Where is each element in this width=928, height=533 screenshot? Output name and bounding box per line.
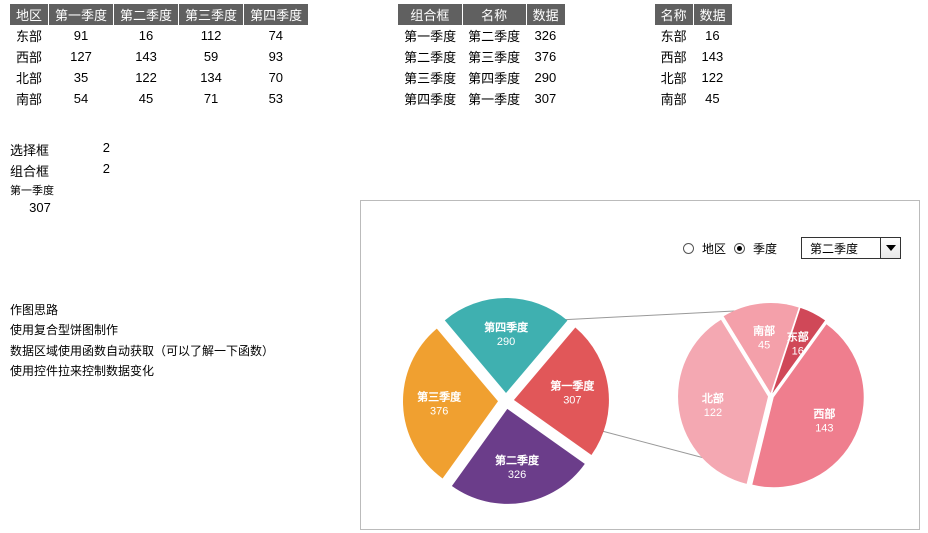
- slice-label: 东部: [787, 330, 809, 344]
- cell: 122: [693, 67, 732, 88]
- slice-label: 西部: [813, 407, 835, 421]
- slice-label: 第一季度: [550, 379, 595, 393]
- cell: 西部: [10, 46, 49, 67]
- slice-value: 143: [815, 423, 833, 435]
- select-value: 2: [70, 140, 110, 159]
- cell: 326: [526, 25, 565, 46]
- cell: 第四季度: [462, 67, 526, 88]
- cell: 112: [179, 25, 244, 46]
- cell: 南部: [655, 88, 694, 109]
- col-header: 地区: [10, 4, 49, 25]
- slice-label: 北部: [702, 391, 724, 405]
- cell: 第三季度: [398, 67, 462, 88]
- cell: 第二季度: [462, 25, 526, 46]
- quarter-label: 第一季度: [10, 182, 70, 198]
- table-row: 西部1271435993: [10, 46, 308, 67]
- table-name-data: 名称数据 东部16西部143北部122南部45: [655, 4, 732, 109]
- cell: 91: [49, 25, 114, 46]
- col-header: 第四季度: [244, 4, 309, 25]
- note-line: 使用复合型饼图制作: [10, 320, 274, 340]
- slice-value: 307: [563, 395, 581, 407]
- cell: 第三季度: [462, 46, 526, 67]
- cell: 290: [526, 67, 565, 88]
- cell: 307: [526, 88, 565, 109]
- table-row: 北部122: [655, 67, 732, 88]
- cell: 北部: [655, 67, 694, 88]
- cell: 45: [693, 88, 732, 109]
- note-line: 使用控件拉来控制数据变化: [10, 361, 274, 381]
- slice-value: 45: [758, 340, 770, 352]
- table-region-quarterly: 地区第一季度第二季度第三季度第四季度 东部911611274西部12714359…: [10, 4, 308, 109]
- col-header: 名称: [655, 4, 694, 25]
- cell: 53: [244, 88, 309, 109]
- cell: 第二季度: [398, 46, 462, 67]
- select-label: 选择框: [10, 140, 70, 159]
- cell: 376: [526, 46, 565, 67]
- cell: 45: [114, 88, 179, 109]
- table-row: 南部54457153: [10, 88, 308, 109]
- slice-value: 16: [792, 346, 804, 358]
- value-307: 307: [10, 200, 70, 215]
- cell: 西部: [655, 46, 694, 67]
- col-header: 组合框: [398, 4, 462, 25]
- col-header: 数据: [526, 4, 565, 25]
- table-row: 西部143: [655, 46, 732, 67]
- table-row: 第四季度第一季度307: [398, 88, 565, 109]
- col-header: 第一季度: [49, 4, 114, 25]
- cell: 第一季度: [462, 88, 526, 109]
- left-values: 选择框2 组合框2 第一季度 307: [10, 140, 110, 217]
- slice-value: 376: [430, 406, 448, 418]
- cell: 第一季度: [398, 25, 462, 46]
- cell: 59: [179, 46, 244, 67]
- slice-value: 290: [497, 336, 515, 348]
- col-header: 第二季度: [114, 4, 179, 25]
- cell: 16: [114, 25, 179, 46]
- combo-label: 组合框: [10, 161, 70, 180]
- notes-block: 作图思路 使用复合型饼图制作 数据区域使用函数自动获取（可以了解一下函数） 使用…: [10, 300, 274, 382]
- cell: 35: [49, 67, 114, 88]
- cell: 143: [114, 46, 179, 67]
- combo-value: 2: [70, 161, 110, 180]
- cell: 16: [693, 25, 732, 46]
- slice-label: 南部: [753, 324, 775, 338]
- cell: 北部: [10, 67, 49, 88]
- cell: 134: [179, 67, 244, 88]
- connector-line: [554, 311, 745, 321]
- cell: 东部: [10, 25, 49, 46]
- table-row: 第一季度第二季度326: [398, 25, 565, 46]
- slice-label: 第四季度: [484, 320, 529, 334]
- cell: 127: [49, 46, 114, 67]
- slice-label: 第二季度: [495, 453, 540, 467]
- slice-label: 第三季度: [417, 390, 462, 404]
- cell: 143: [693, 46, 732, 67]
- cell: 74: [244, 25, 309, 46]
- cell: 71: [179, 88, 244, 109]
- cell: 南部: [10, 88, 49, 109]
- slice-value: 326: [508, 469, 526, 481]
- table-row: 南部45: [655, 88, 732, 109]
- col-header: 数据: [693, 4, 732, 25]
- cell: 122: [114, 67, 179, 88]
- col-header: 第三季度: [179, 4, 244, 25]
- table-row: 北部3512213470: [10, 67, 308, 88]
- cell: 93: [244, 46, 309, 67]
- col-header: 名称: [462, 4, 526, 25]
- note-line: 作图思路: [10, 300, 274, 320]
- table-row: 第三季度第四季度290: [398, 67, 565, 88]
- chart-panel: 地区 季度 第二季度 第四季度290第一季度307第二季度326第三季度376南…: [360, 200, 920, 530]
- table-combo: 组合框名称数据 第一季度第二季度326第二季度第三季度376第三季度第四季度29…: [398, 4, 565, 109]
- cell: 东部: [655, 25, 694, 46]
- cell: 第四季度: [398, 88, 462, 109]
- cell: 70: [244, 67, 309, 88]
- table-row: 东部911611274: [10, 25, 308, 46]
- cell: 54: [49, 88, 114, 109]
- table-row: 东部16: [655, 25, 732, 46]
- table-row: 第二季度第三季度376: [398, 46, 565, 67]
- note-line: 数据区域使用函数自动获取（可以了解一下函数）: [10, 341, 274, 361]
- slice-value: 122: [704, 407, 722, 419]
